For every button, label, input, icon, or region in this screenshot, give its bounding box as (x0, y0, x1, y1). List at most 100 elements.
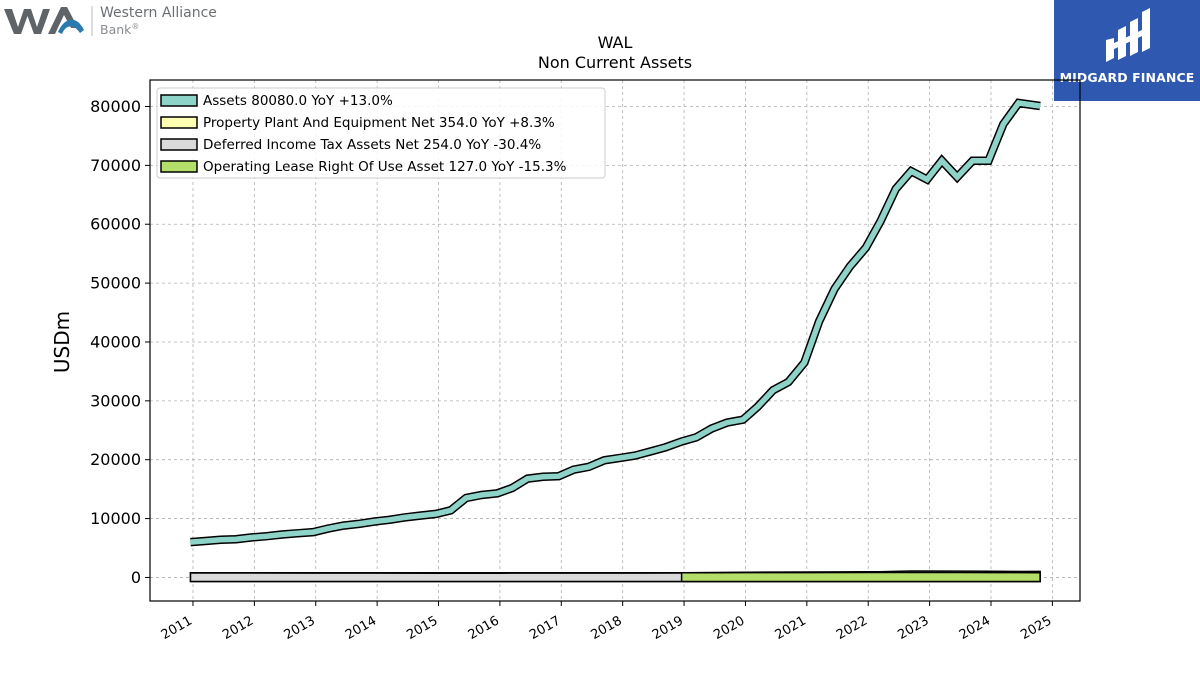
x-tick-label: 2024 (957, 613, 993, 643)
data-point-assets (588, 465, 590, 468)
data-point-assets (526, 477, 529, 480)
data-point-assets (357, 523, 360, 525)
data-point-assets (895, 188, 897, 190)
company-name-line2: Bank® (100, 22, 139, 37)
legend-swatch (160, 160, 198, 173)
data-point-assets (572, 468, 575, 471)
badge-label: MIDGARD FINANCE (1059, 70, 1195, 85)
x-tick-label: 2015 (404, 613, 440, 643)
y-tick-label: 20000 (90, 450, 141, 469)
data-point-assets (695, 436, 698, 439)
legend-entry: Deferred Income Tax Assets Net 254.0 YoY… (203, 137, 541, 153)
data-point-assets (403, 516, 406, 519)
series-fills (189, 570, 1041, 583)
western-alliance-logo: Western Alliance Bank® (4, 5, 217, 37)
data-point-assets (296, 532, 299, 535)
data-point-assets (864, 246, 867, 249)
data-point-assets (803, 361, 806, 364)
data-point-assets (251, 536, 253, 539)
data-point-assets (373, 520, 376, 523)
chart-title: WAL (598, 33, 633, 52)
x-tick-label: 2017 (527, 613, 563, 643)
data-point-assets (435, 513, 437, 515)
x-tick-label: 2025 (1018, 613, 1054, 643)
data-point-assets (680, 440, 683, 443)
series-band-operating-lease-right-of-use-asset (680, 571, 1041, 583)
plot-frame (149, 79, 1081, 602)
y-tick-label: 50000 (90, 274, 141, 293)
wa-monogram-icon (4, 7, 84, 34)
y-tick-label: 30000 (90, 391, 141, 410)
grid-lines (150, 80, 1080, 601)
data-point-assets (189, 541, 192, 543)
data-point-assets (756, 405, 759, 408)
data-point-assets (971, 159, 974, 162)
data-point-assets (787, 381, 790, 383)
data-point-assets (910, 170, 912, 173)
data-point-assets (480, 494, 483, 496)
series-line-assets (190, 100, 1041, 545)
y-tick-label: 60000 (90, 215, 141, 234)
midgard-logo-icon (1106, 8, 1150, 62)
data-point-assets (542, 475, 544, 478)
data-point-assets (496, 492, 499, 495)
data-point-assets (987, 159, 990, 162)
chart-subtitle: Non Current Assets (538, 53, 692, 72)
data-point-assets (603, 459, 606, 462)
data-point-assets (619, 457, 622, 459)
x-tick-label: 2022 (834, 613, 870, 643)
data-point-assets (833, 288, 836, 290)
legend-entry: Assets 80080.0 YoY +13.0% (203, 93, 393, 109)
data-point-assets (1017, 102, 1020, 104)
x-tick-label: 2021 (773, 613, 809, 643)
legend-box (156, 87, 606, 179)
data-point-assets (449, 509, 452, 512)
data-point-assets (1039, 105, 1041, 107)
legend-swatch (160, 138, 198, 151)
data-point-assets (941, 159, 943, 162)
data-point-assets (1002, 123, 1005, 125)
data-point-assets (388, 518, 391, 521)
data-point-assets (649, 450, 652, 453)
data-point-assets (849, 265, 851, 268)
x-tick-label: 2016 (466, 613, 502, 643)
data-point-assets (511, 487, 513, 489)
series-lines (189, 98, 1041, 547)
legend: Assets 80080.0 YoY +13.0% Property Plant … (156, 87, 606, 179)
y-tick-label: 40000 (90, 332, 141, 351)
data-point-assets (342, 524, 345, 527)
data-point-assets (312, 531, 315, 533)
data-point-assets (772, 389, 774, 392)
y-tick-label: 70000 (90, 156, 141, 175)
data-point-assets (726, 421, 728, 424)
x-tick-label: 2023 (895, 613, 931, 643)
legend-entry: Property Plant And Equipment Net 354.0 Y… (203, 115, 555, 131)
x-tick-label: 2019 (650, 613, 686, 643)
data-point-assets (465, 497, 467, 499)
x-tick-label: 2012 (220, 613, 256, 643)
data-point-assets (281, 533, 283, 536)
y-axis-label: USDm (50, 311, 74, 373)
data-point-assets (634, 454, 636, 457)
y-tick-label: 0 (131, 568, 141, 587)
midgard-finance-badge: MIDGARD FINANCE (1054, 0, 1200, 101)
data-point-assets (204, 540, 207, 542)
data-point-assets (926, 178, 928, 181)
data-point-assets (710, 427, 713, 430)
data-point-assets (818, 320, 820, 323)
data-point-assets (327, 527, 329, 530)
data-point-assets (265, 535, 268, 538)
y-tick-label: 10000 (90, 509, 141, 528)
data-point-assets (219, 538, 222, 541)
legend-swatch (160, 94, 198, 107)
data-point-assets (235, 538, 237, 540)
x-tick-label: 2020 (711, 613, 747, 643)
company-name-line1: Western Alliance (100, 5, 217, 21)
data-point-assets (742, 418, 744, 421)
y-tick-label: 80000 (90, 97, 141, 116)
x-axis-ticks: 2011 2012 2013 2014 2015 2016 2017 2018 2019 2020… (159, 601, 1054, 643)
data-point-assets (956, 176, 959, 178)
registered-mark: ® (131, 22, 139, 31)
x-tick-label: 2018 (589, 613, 625, 643)
